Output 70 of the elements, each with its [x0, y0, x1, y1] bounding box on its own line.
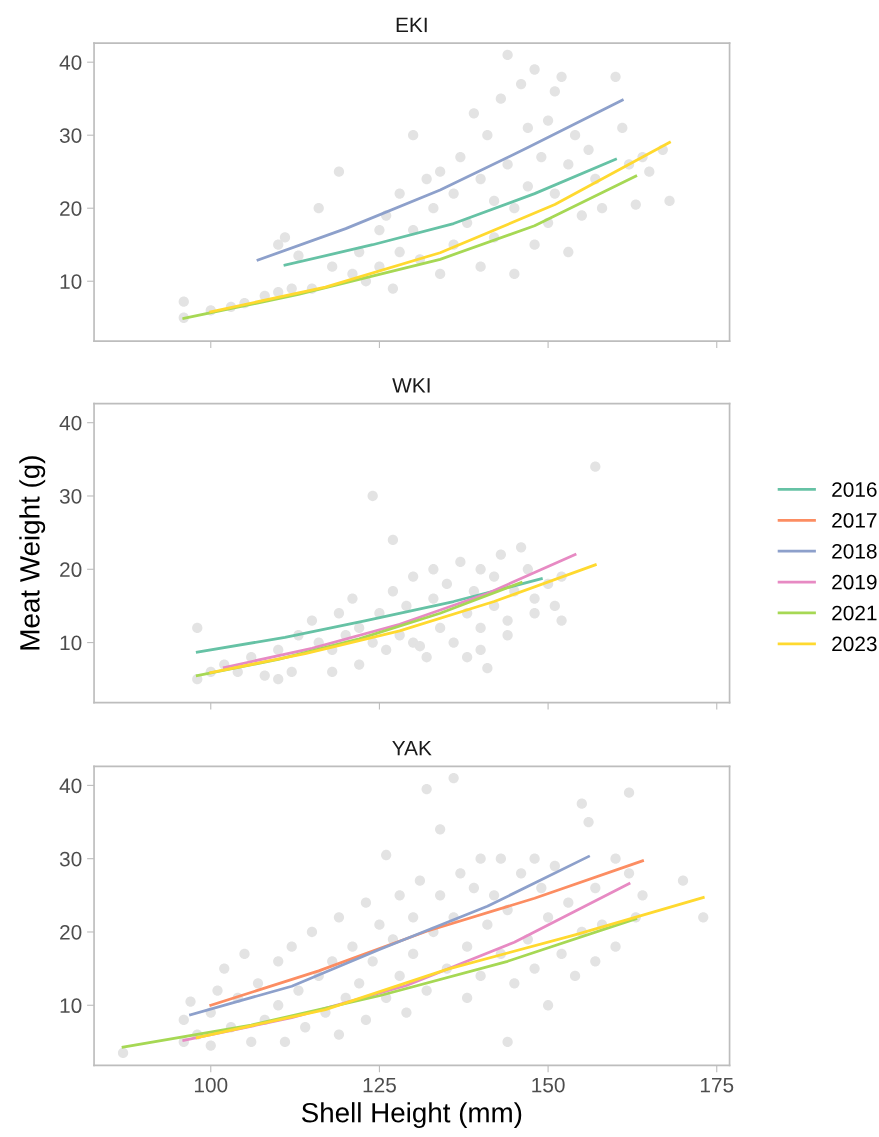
point: [333, 608, 345, 619]
point: [549, 600, 560, 612]
y-tick-label: 40: [59, 415, 82, 431]
chart-title: WKI: [392, 378, 430, 393]
y-tick-label: 30: [59, 128, 82, 143]
point: [428, 593, 439, 604]
point: [529, 608, 540, 619]
y-tick-label: 20: [60, 562, 82, 578]
point: [421, 652, 432, 663]
x-tick-label: 150: [532, 1077, 565, 1093]
point: [354, 659, 365, 670]
chart-title: EKI: [396, 17, 427, 33]
y-tick-label: 10: [60, 635, 82, 651]
point: [475, 644, 486, 656]
legend-label: 2017: [832, 513, 877, 528]
point: [435, 622, 446, 634]
point: [414, 641, 426, 652]
y-tick-label: 10: [60, 274, 82, 289]
point: [273, 674, 284, 685]
point: [522, 564, 533, 575]
y-tick-label: 30: [59, 851, 82, 867]
legend-label: 2016: [832, 482, 877, 497]
point: [455, 556, 466, 568]
point: [347, 593, 358, 604]
x-axis-title: Shell Height (mm): [301, 1102, 522, 1129]
chart-title: YAK: [392, 740, 432, 756]
point: [286, 666, 297, 678]
y-tick-label: 10: [60, 998, 82, 1014]
point: [448, 637, 459, 648]
point: [367, 490, 378, 502]
point: [502, 630, 513, 641]
point: [192, 622, 203, 634]
point: [515, 542, 527, 553]
point: [387, 534, 399, 546]
legend-label: 2021: [832, 605, 877, 621]
x-tick-label: 100: [194, 1077, 228, 1093]
y-tick-label: 40: [59, 778, 82, 794]
point: [475, 622, 486, 634]
point: [482, 663, 493, 674]
point: [428, 564, 439, 575]
x-tick-label: 175: [700, 1077, 734, 1093]
line-series: [283, 157, 617, 267]
x-tick-label: 125: [363, 1077, 396, 1093]
point: [306, 615, 318, 626]
point: [475, 564, 486, 575]
point: [502, 615, 513, 626]
point: [529, 593, 540, 604]
point: [387, 586, 399, 597]
point: [259, 670, 270, 681]
point: [556, 615, 567, 626]
line-series: [256, 98, 624, 262]
point: [354, 622, 365, 634]
y-tick-label: 20: [60, 201, 82, 216]
point: [441, 578, 453, 590]
point: [495, 549, 507, 560]
point: [590, 461, 601, 472]
legend-label: 2018: [832, 543, 877, 559]
legend-label: 2019: [832, 574, 877, 590]
point: [408, 571, 419, 582]
y-tick-label: 30: [59, 488, 82, 504]
point: [488, 571, 500, 582]
legend-label: 2023: [832, 636, 877, 652]
point: [327, 666, 338, 678]
point: [401, 600, 412, 612]
point: [461, 652, 473, 663]
y-axis-title: Meat Weight (g): [19, 456, 46, 650]
point: [273, 644, 284, 656]
y-tick-label: 20: [60, 924, 82, 940]
point: [381, 644, 392, 656]
y-tick-label: 40: [59, 55, 82, 70]
